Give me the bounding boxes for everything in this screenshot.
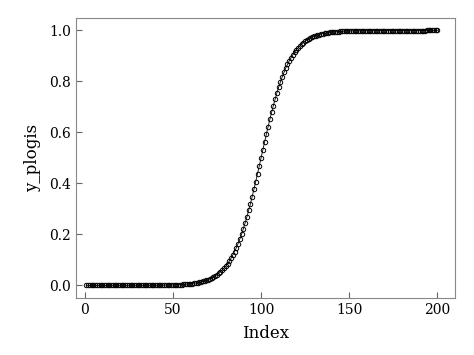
X-axis label: Index: Index <box>242 326 289 342</box>
Y-axis label: y_plogis: y_plogis <box>24 124 41 192</box>
